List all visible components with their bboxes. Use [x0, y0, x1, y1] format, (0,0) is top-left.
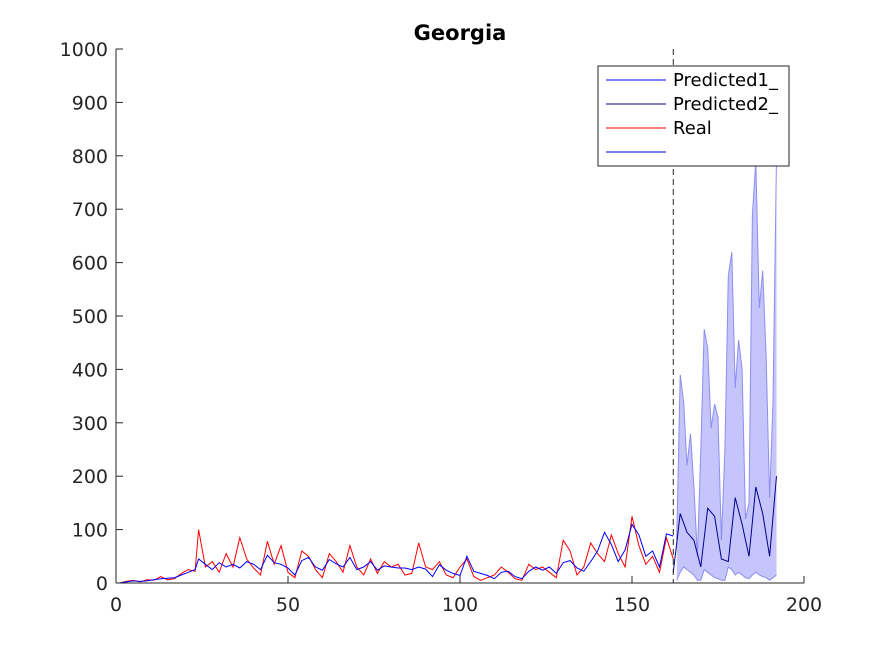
x-tick-label: 100 [442, 594, 478, 616]
chart-title: Georgia [414, 21, 507, 45]
confidence-band-upper-edge [676, 155, 777, 557]
axes: 0 100 200 300 400 500 600 700 800 900 1000 0 50 100 15… [60, 39, 822, 616]
y-tick-label: 900 [72, 92, 108, 114]
legend-box [597, 65, 790, 167]
y-tick-label: 0 [96, 573, 108, 595]
confidence-band-lower-edge [676, 566, 777, 581]
x-tick-label: 200 [786, 594, 822, 616]
y-tick-label: 600 [72, 253, 108, 275]
y-tick-label: 1000 [60, 39, 108, 61]
y-tick-label: 300 [72, 413, 108, 435]
y-tick-label: 500 [72, 306, 108, 328]
x-tick-label: 0 [110, 594, 122, 616]
y-tick-label: 100 [72, 520, 108, 542]
x-tick-label: 50 [276, 594, 300, 616]
legend: Predicted1_ Predicted2_ Real [597, 65, 790, 167]
x-tick-label: 150 [614, 594, 650, 616]
y-tick-label: 400 [72, 359, 108, 381]
y-tick-label: 200 [72, 466, 108, 488]
series-line-predicted2 [672, 476, 777, 573]
plot-area [119, 49, 777, 584]
legend-label-predicted1: Predicted1_ [673, 70, 779, 91]
y-tick-label: 800 [72, 146, 108, 168]
legend-label-real: Real [673, 118, 712, 139]
series-line-predicted1 [119, 523, 674, 584]
y-tick-label: 700 [72, 199, 108, 221]
legend-label-predicted2: Predicted2_ [673, 94, 779, 115]
series-line-real [119, 516, 674, 584]
